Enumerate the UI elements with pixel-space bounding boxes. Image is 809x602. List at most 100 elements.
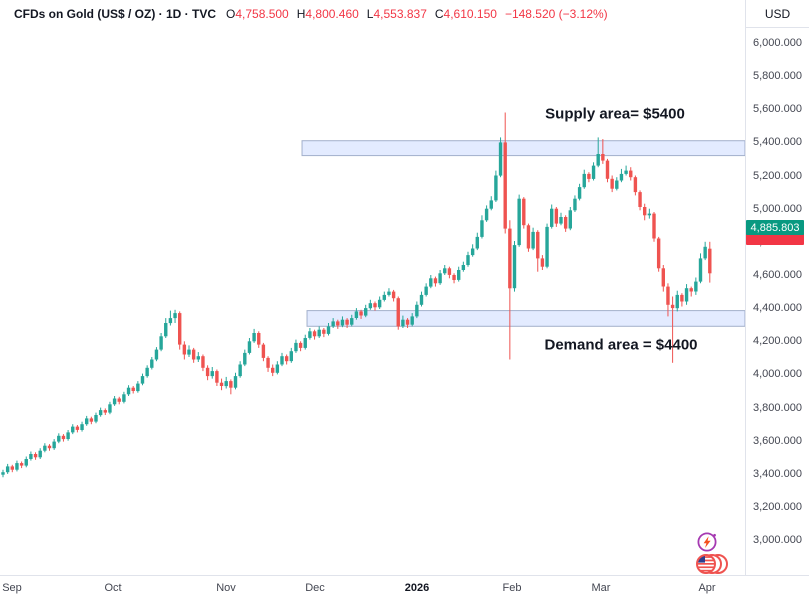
candle-body [94, 415, 98, 422]
candle-body [98, 410, 103, 416]
candle-body [517, 198, 521, 246]
candle-body [140, 376, 145, 384]
candle-body [573, 198, 577, 211]
candle-body [596, 154, 600, 166]
candle-body [52, 441, 56, 449]
demand-zone-label[interactable]: Demand area = $4400 [544, 336, 698, 354]
candle-body [359, 311, 363, 316]
candle-body [1, 472, 5, 475]
candle-body [122, 394, 126, 402]
candle-body [377, 299, 382, 308]
price-axis[interactable]: 4,885.803 6,000.000 5,800.000 5,600.000 5,4… [745, 28, 809, 575]
candle-body [271, 367, 275, 373]
candle-body [354, 311, 359, 318]
candle-body [233, 376, 238, 388]
candle-body [466, 255, 470, 265]
candle-body [368, 303, 373, 309]
price-tick-label: 5,800.000 [753, 70, 802, 82]
lightning-boost-icon[interactable] [696, 531, 720, 553]
candle-body [85, 418, 89, 425]
open-label: O [226, 7, 236, 21]
candle-body [647, 213, 652, 216]
candle-body [112, 398, 117, 405]
candle-body [187, 349, 191, 355]
candle-body [475, 236, 479, 249]
candle-body [633, 177, 638, 193]
candle-body [415, 304, 419, 317]
candle-body [508, 228, 512, 289]
candle-body [666, 286, 670, 305]
candle-body [308, 331, 312, 338]
candle-body [610, 178, 614, 189]
high-value: 4,800.460 [305, 7, 359, 21]
candle-body [219, 382, 224, 386]
candle-body [257, 333, 261, 345]
candle-body [168, 318, 173, 324]
candle-body [243, 352, 247, 365]
candle-body [503, 142, 507, 229]
candle-body [615, 180, 619, 189]
candle-body [33, 454, 38, 458]
price-tick-label: 3,200.000 [753, 501, 802, 513]
candle-body [703, 246, 707, 259]
time-axis[interactable]: Sep Oct Nov Dec 2026 Feb Mar Apr [0, 575, 809, 602]
candle-body [605, 160, 610, 179]
candle-body [159, 336, 163, 350]
time-tick-label-2026: 2026 [404, 582, 430, 594]
candle-body [340, 319, 345, 326]
candle-body [154, 349, 159, 360]
price-tick-label: 3,400.000 [753, 468, 802, 480]
candle-body [424, 286, 428, 295]
candle-body [401, 319, 405, 327]
close-value: 4,610.150 [443, 7, 497, 21]
supply-zone[interactable] [301, 140, 746, 157]
candle-body [229, 381, 233, 388]
candle-body [294, 342, 298, 352]
candle-body [526, 225, 531, 249]
candle-body [587, 173, 591, 179]
candle-body [5, 466, 10, 473]
country-flags-icon[interactable] [696, 551, 728, 577]
last-price-label: 4,885.803 [746, 220, 804, 235]
candle-body [638, 192, 642, 207]
candle-body [382, 294, 386, 300]
candle-body [429, 278, 433, 287]
price-tick-label: 5,600.000 [753, 103, 802, 115]
supply-zone-label[interactable]: Supply area= $5400 [545, 105, 685, 123]
candle-body [419, 294, 424, 305]
candle-body [438, 273, 442, 284]
price-tick-label: 5,000.000 [753, 203, 802, 215]
candle-body [66, 432, 70, 439]
candle-body [191, 349, 196, 360]
candle-body [266, 357, 270, 368]
candle-body [364, 308, 368, 316]
candle-body [391, 291, 396, 299]
candle-body [173, 313, 177, 319]
price-tick-label: 3,800.000 [753, 402, 802, 414]
candle-body [298, 342, 303, 348]
candle-body [61, 435, 66, 440]
candle-body [150, 359, 154, 368]
candle-body [433, 278, 438, 284]
candle-body [201, 356, 205, 368]
candle-body [284, 356, 289, 362]
time-tick-label-mar: Mar [591, 582, 611, 594]
currency-toggle[interactable]: USD [745, 0, 809, 28]
candle-body [489, 200, 493, 209]
time-tick-label-dec: Dec [305, 582, 325, 594]
demand-zone[interactable] [306, 310, 746, 327]
chart-plot-area[interactable]: Supply area= $5400 Demand area = $4400 [0, 28, 746, 575]
candle-body [317, 329, 321, 337]
low-value: 4,553.837 [373, 7, 427, 21]
price-tick-label: 3,600.000 [753, 435, 802, 447]
currency-label: USD [764, 6, 791, 21]
candle-body [75, 426, 80, 430]
candle-body [215, 371, 219, 383]
symbol-title[interactable]: CFDs on Gold (US$ / OZ) · 1D · TVC [14, 7, 216, 21]
candle-body [196, 356, 200, 360]
candle-body [205, 367, 210, 377]
candle-body [410, 316, 414, 325]
time-tick-label-feb: Feb [502, 582, 522, 594]
candle-body [689, 288, 693, 292]
candle-body [289, 351, 293, 362]
